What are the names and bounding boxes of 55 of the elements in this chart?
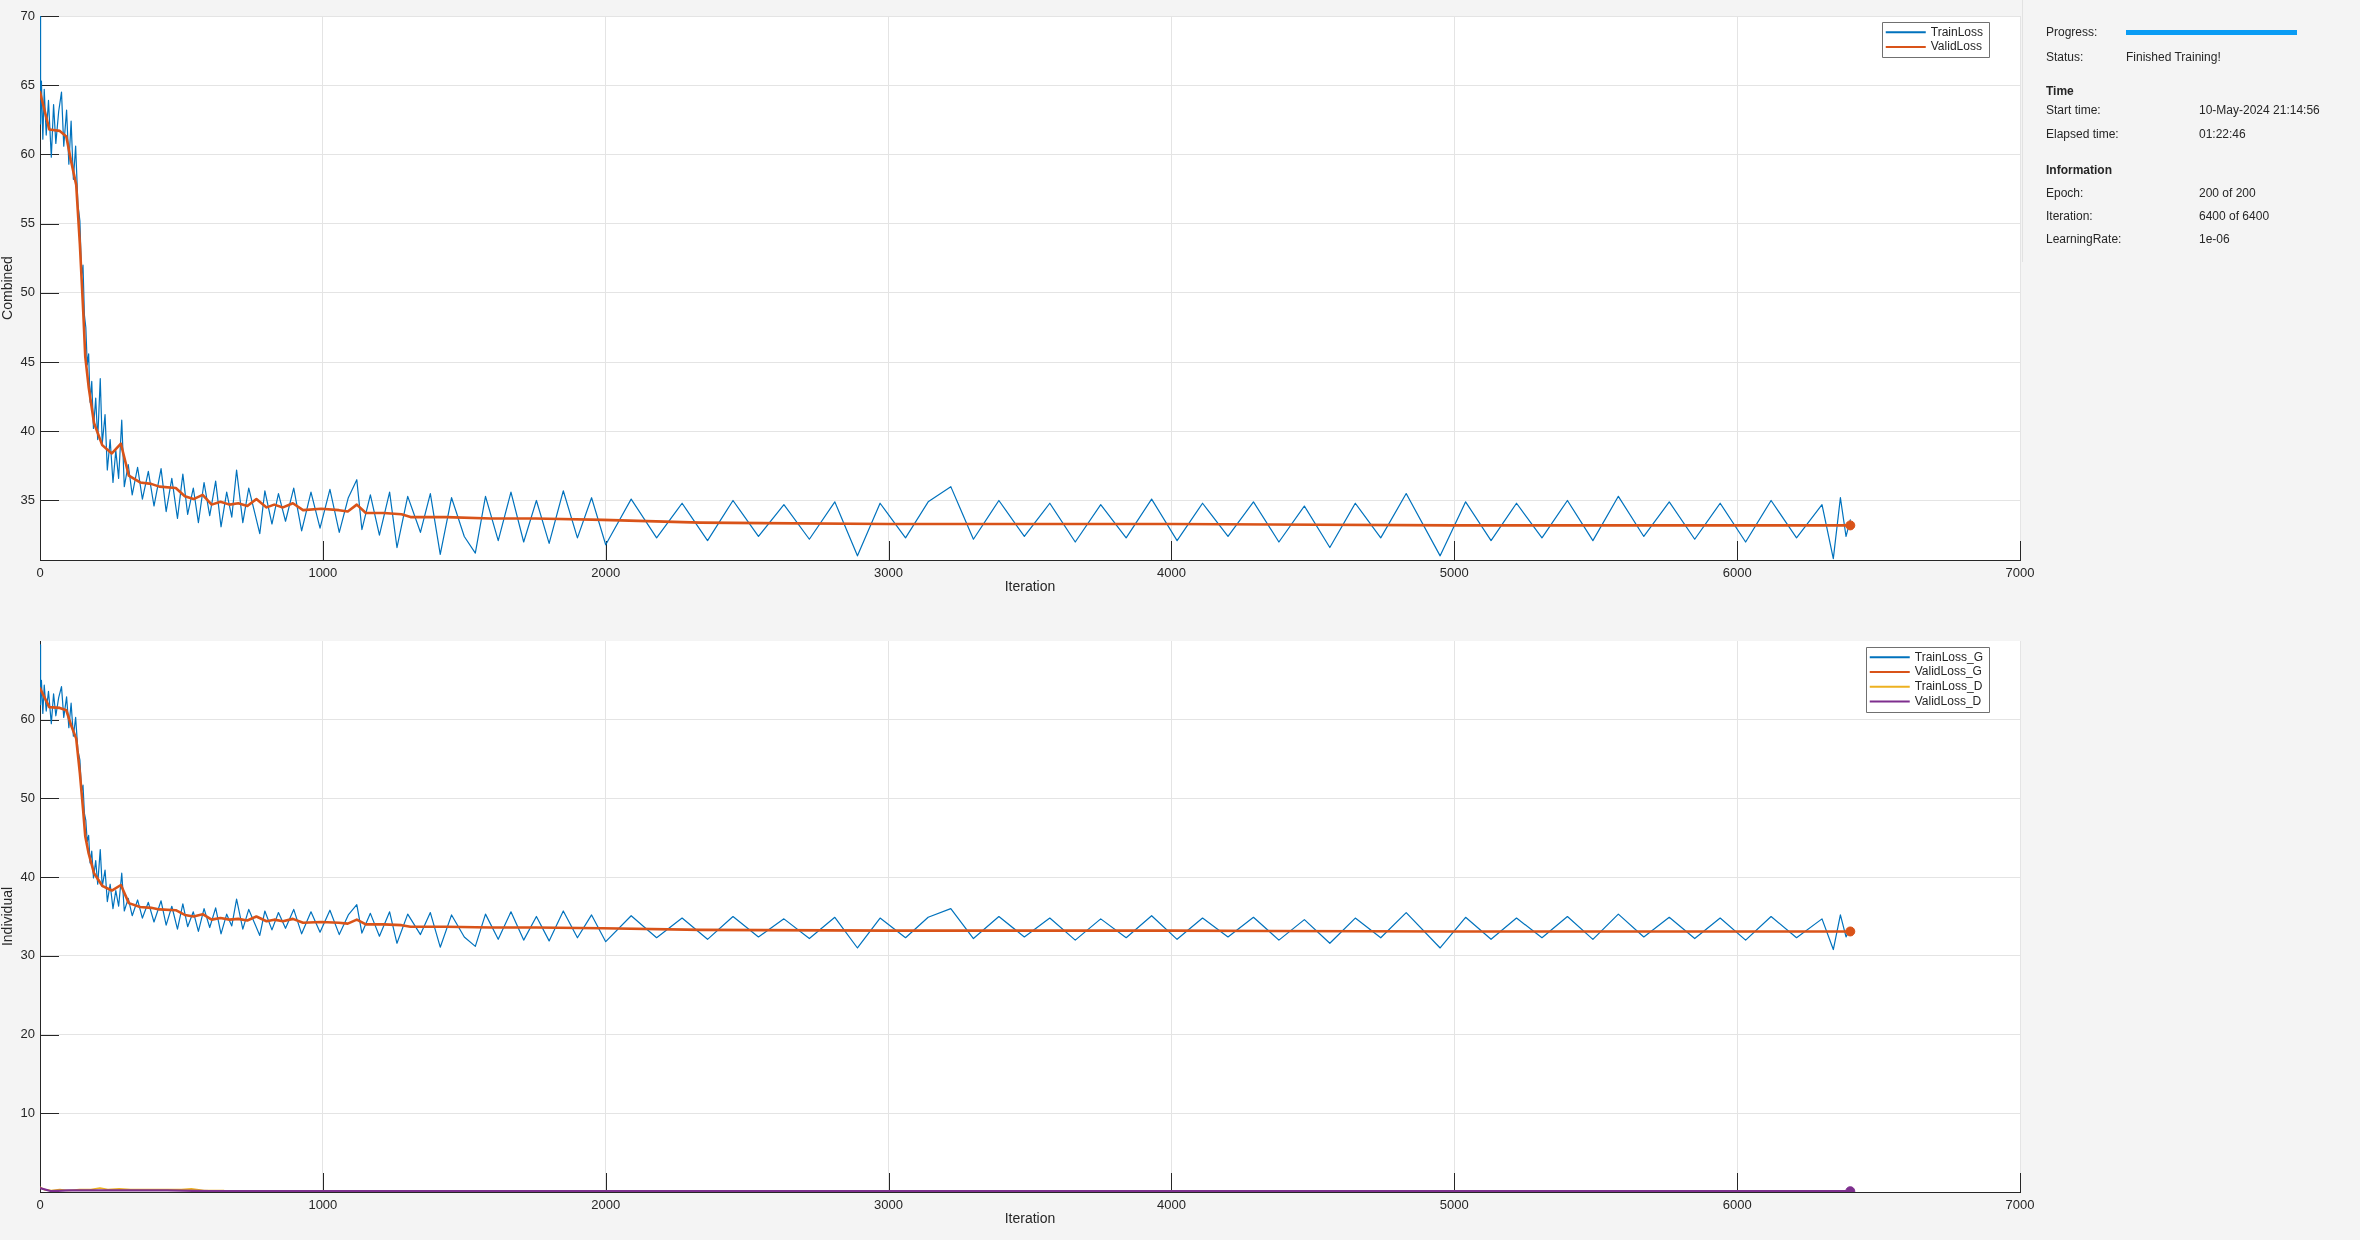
text: Status: <box>2046 50 2084 64</box>
y-tick-label: 65 <box>20 76 35 92</box>
x-tick-label: 0 <box>36 565 44 581</box>
x-tick-label: 6000 <box>1722 565 1752 581</box>
x-tick-label: 7000 <box>2005 565 2035 581</box>
y-tick-label: 20 <box>20 1026 35 1042</box>
legend-label: TrainLoss <box>1930 24 1984 39</box>
text: Start time: <box>2046 103 2101 117</box>
text: Elapsed time: <box>2046 127 2119 141</box>
x-axis-title: Iteration <box>1004 1210 1056 1227</box>
text: Time <box>2046 84 2074 98</box>
text: Epoch: <box>2046 186 2084 200</box>
y-tick-label: 35 <box>20 492 35 508</box>
legend-label: TrainLoss_D <box>1914 679 1983 694</box>
text: Progress: <box>2046 25 2098 39</box>
x-tick-label: 3000 <box>874 565 904 581</box>
x-tick-label: 0 <box>36 1197 44 1213</box>
text: 10-May-2024 21:14:56 <box>2199 103 2320 117</box>
text: 6400 of 6400 <box>2199 209 2270 223</box>
y-tick-label: 45 <box>20 353 35 369</box>
legend-label: ValidLoss_G <box>1914 664 1982 679</box>
legend-label: ValidLoss <box>1930 39 1982 54</box>
text: 01:22:46 <box>2199 127 2246 141</box>
y-tick-label: 40 <box>20 422 35 438</box>
y-tick-label: 10 <box>20 1104 35 1120</box>
x-tick-label: 1000 <box>308 565 338 581</box>
y-tick-label: 60 <box>20 711 35 727</box>
text: 1e-06 <box>2199 232 2230 246</box>
y-tick-label: 70 <box>20 7 35 23</box>
y-tick-label: 40 <box>20 868 35 884</box>
y-tick-label: 60 <box>20 146 35 161</box>
legend-label: TrainLoss_G <box>1914 649 1983 664</box>
y-tick-label: 55 <box>20 215 35 231</box>
x-axis-title: Iteration <box>1004 578 1056 595</box>
legend-label: ValidLoss_D <box>1914 693 1982 708</box>
y-axis-title: Combined <box>0 256 16 320</box>
x-tick-label: 5000 <box>1439 565 1469 581</box>
x-tick-label: 2000 <box>591 1197 621 1213</box>
text: LearningRate: <box>2046 232 2122 246</box>
y-tick-label: 50 <box>20 284 35 300</box>
text: Finished Training! <box>2126 50 2221 64</box>
x-tick-label: 6000 <box>1722 1197 1752 1213</box>
y-tick-label: 30 <box>20 947 35 963</box>
x-tick-label: 1000 <box>308 1197 338 1213</box>
text: Information <box>2046 163 2112 177</box>
x-tick-label: 5000 <box>1439 1197 1469 1213</box>
y-tick-label: 50 <box>20 790 35 806</box>
x-tick-label: 7000 <box>2005 1197 2035 1213</box>
x-tick-label: 2000 <box>591 565 621 581</box>
y-axis-title: Individual <box>0 886 16 947</box>
text: Iteration: <box>2046 209 2093 223</box>
text: 200 of 200 <box>2199 186 2256 200</box>
x-tick-label: 4000 <box>1156 565 1186 581</box>
x-tick-label: 4000 <box>1156 1197 1186 1213</box>
x-tick-label: 3000 <box>874 1197 904 1213</box>
